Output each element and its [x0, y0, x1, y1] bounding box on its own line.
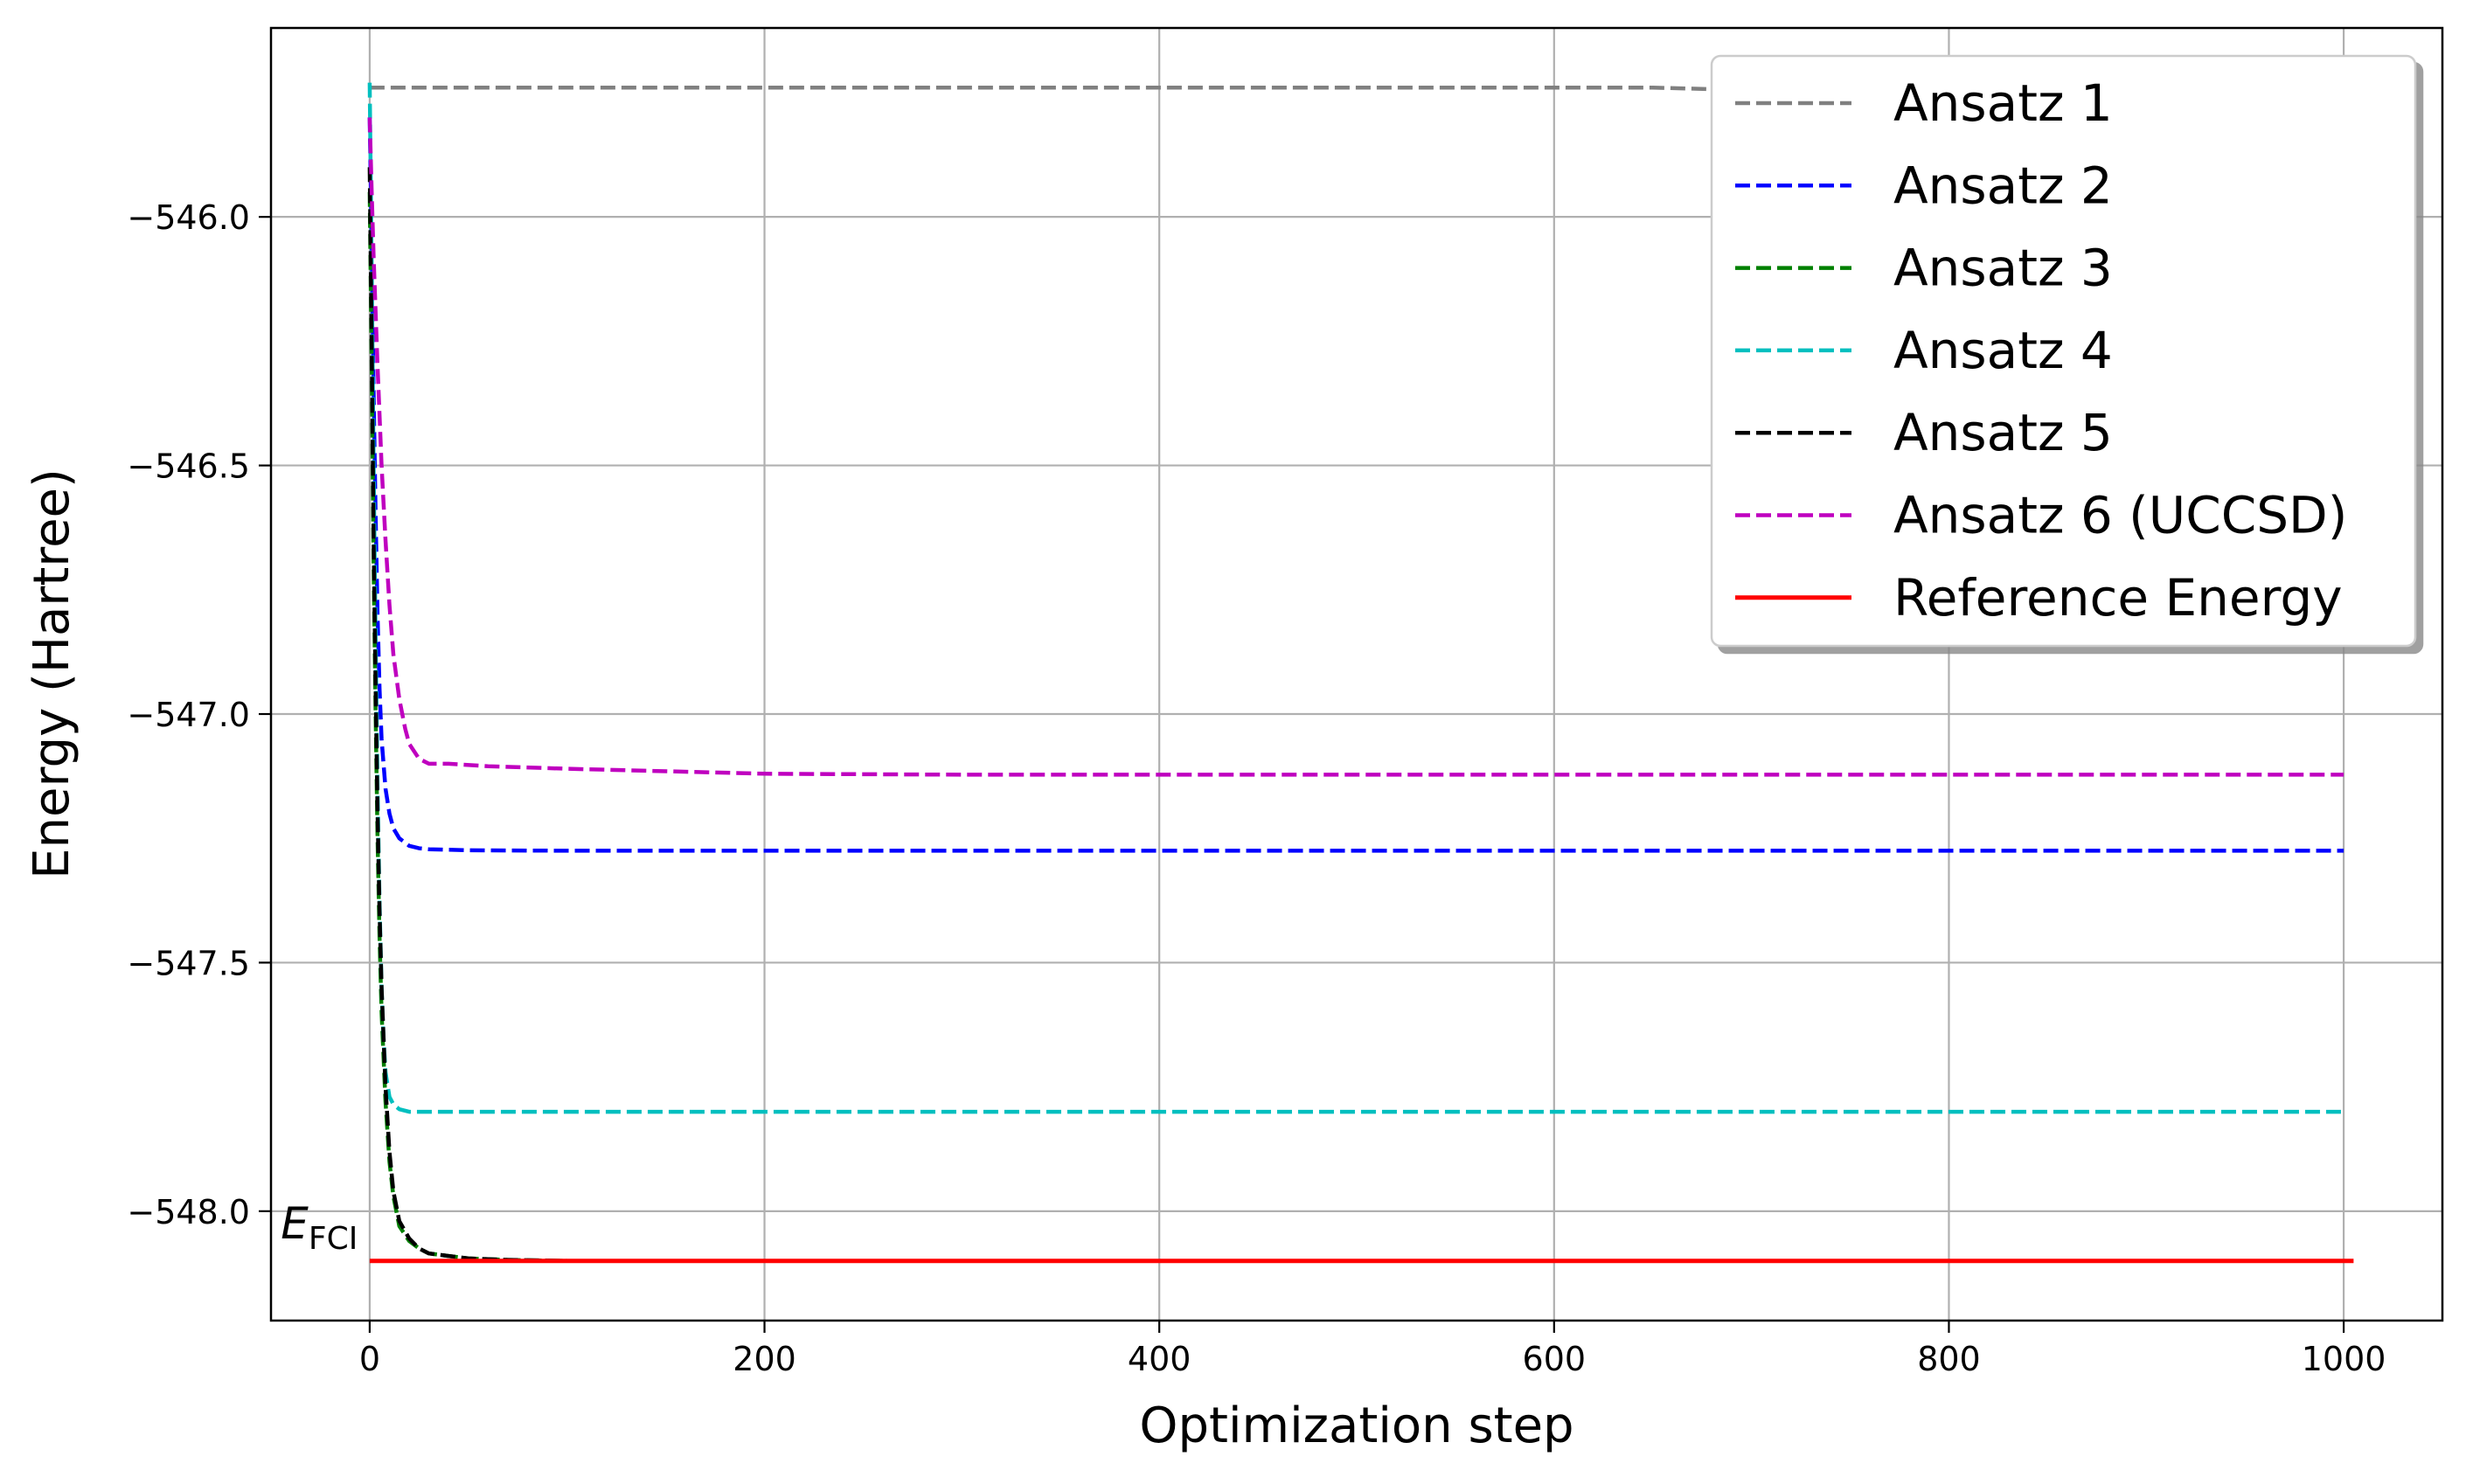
legend-label-ansatz-5: Ansatz 5	[1893, 403, 2113, 462]
legend-label-ansatz-4: Ansatz 4	[1893, 321, 2113, 380]
x-tick-label: 600	[1523, 1340, 1587, 1378]
x-axis-ticks: 0 200 400 600 800 1000	[359, 1321, 2386, 1378]
y-axis-ticks: −546.0 −546.5 −547.0 −547.5 −548.0	[127, 198, 271, 1231]
x-tick-label: 0	[359, 1340, 380, 1378]
efci-annotation: EFCI	[281, 1198, 358, 1257]
y-tick-label: −547.0	[127, 696, 250, 734]
y-tick-label: −546.5	[127, 447, 250, 486]
efci-subscript: FCI	[309, 1221, 358, 1257]
x-axis-label: Optimization step	[1139, 1397, 1573, 1454]
legend: Ansatz 1 Ansatz 2 Ansatz 3 Ansatz 4 Ansatz 5…	[1710, 54, 2417, 648]
legend-label-ansatz-2: Ansatz 2	[1893, 156, 2113, 215]
y-axis-label: Energy (Hartree)	[24, 468, 80, 879]
x-tick-label: 1000	[2302, 1340, 2386, 1378]
efci-main: E	[281, 1198, 309, 1249]
y-tick-label: −548.0	[127, 1193, 250, 1231]
series-line-ansatz-3	[367, 191, 2344, 1263]
plot-frame	[269, 26, 2444, 1322]
legend-label-ansatz-1: Ansatz 1	[1893, 73, 2113, 133]
series-line-ansatz-2	[367, 117, 2344, 853]
legend-label-ansatz-6-uccsd: Ansatz 6 (UCCSD)	[1893, 486, 2347, 545]
legend-label-reference-energy: Reference Energy	[1893, 568, 2343, 628]
x-tick-label: 400	[1128, 1340, 1191, 1378]
y-tick-label: −546.0	[127, 198, 250, 237]
legend-box	[1710, 54, 2417, 648]
y-tick-label: −547.5	[127, 944, 250, 982]
x-tick-label: 800	[1917, 1340, 1981, 1378]
series-line-ansatz-6-uccsd	[367, 117, 2344, 777]
legend-label-ansatz-3: Ansatz 3	[1893, 239, 2113, 298]
x-tick-label: 200	[733, 1340, 796, 1378]
